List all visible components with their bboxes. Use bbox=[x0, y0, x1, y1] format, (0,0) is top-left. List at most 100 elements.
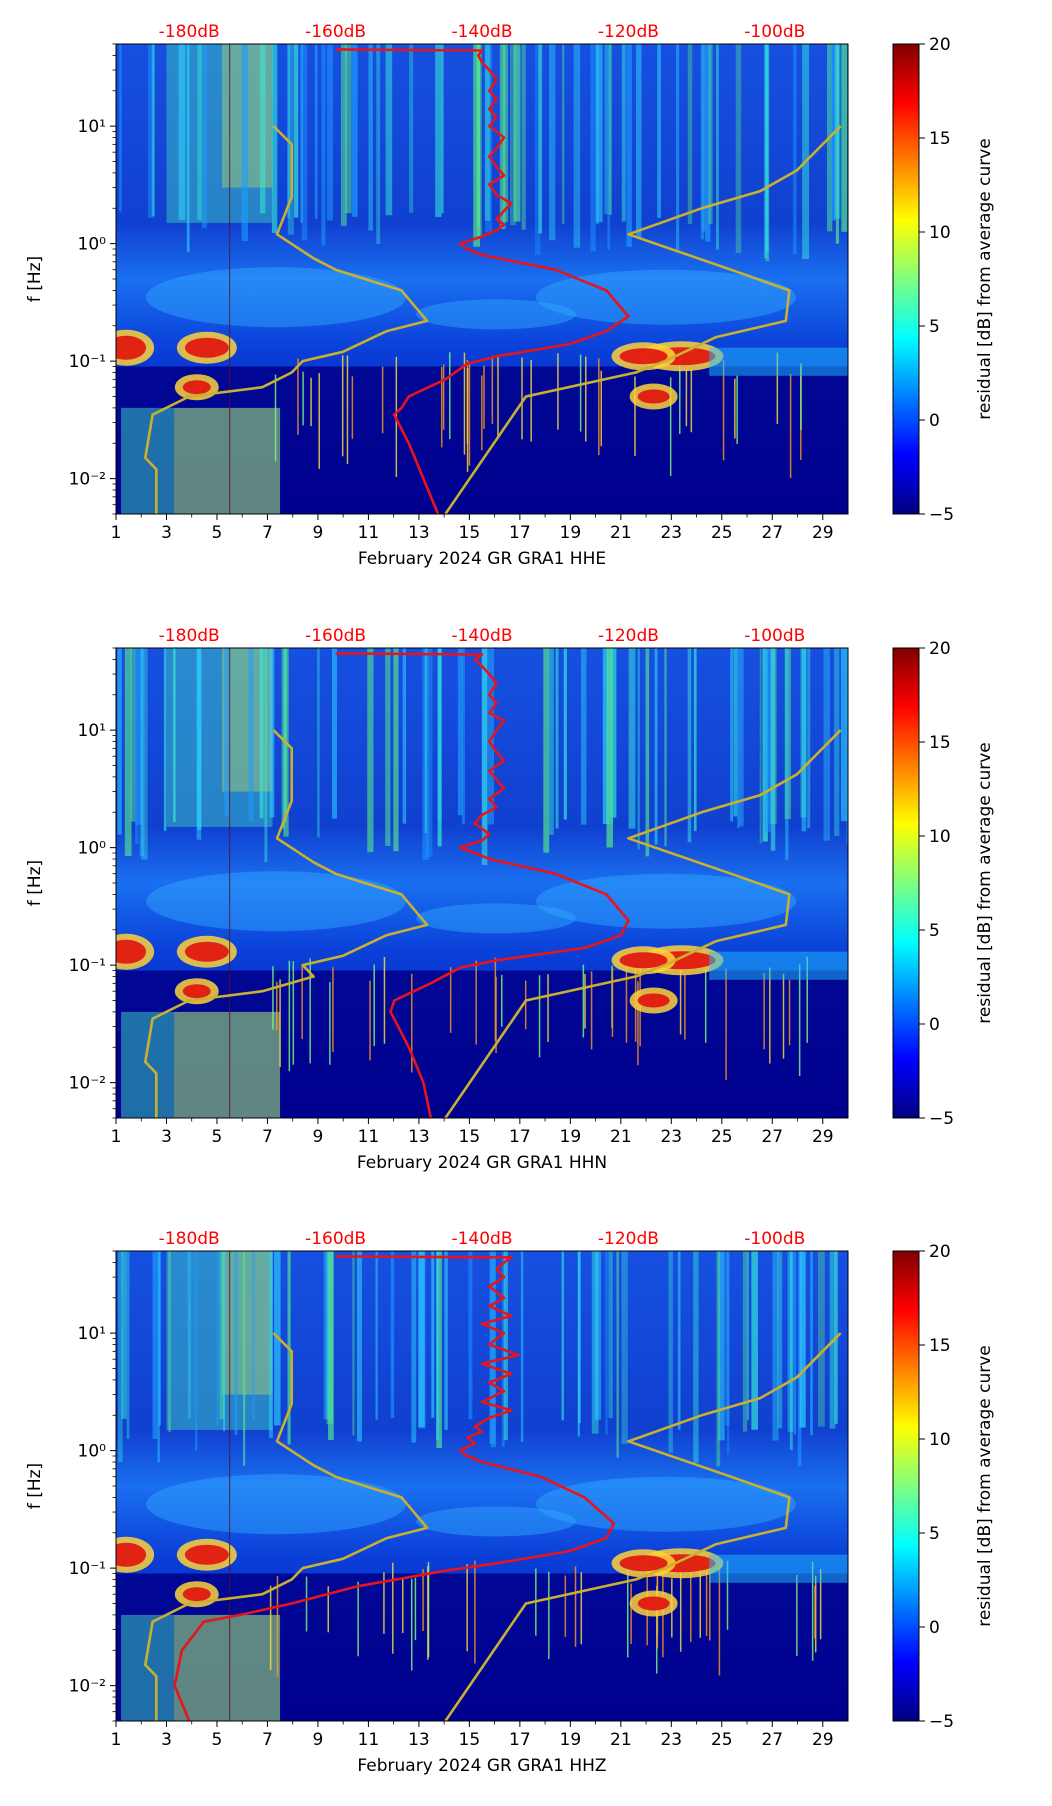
striation bbox=[468, 1251, 473, 1420]
striation bbox=[178, 44, 186, 220]
striation bbox=[473, 44, 481, 247]
striation bbox=[201, 44, 207, 228]
striation bbox=[385, 44, 393, 216]
striation bbox=[739, 648, 744, 827]
top-db-tick-label: -100dB bbox=[744, 626, 805, 646]
spike bbox=[481, 375, 483, 451]
haze bbox=[536, 1476, 796, 1532]
striation bbox=[801, 648, 807, 832]
striation bbox=[677, 1251, 681, 1430]
striation bbox=[708, 44, 713, 225]
spike bbox=[679, 359, 681, 435]
spike bbox=[414, 1577, 417, 1641]
y-tick-label: 10¹ bbox=[78, 117, 106, 137]
striation bbox=[687, 44, 693, 225]
striation bbox=[534, 44, 541, 255]
striation bbox=[593, 1251, 597, 1421]
noise-model-curve bbox=[444, 125, 842, 514]
average-psd-curve bbox=[335, 652, 630, 1118]
colorbar-tick-label: 5 bbox=[929, 1524, 940, 1544]
y-tick-label: 10⁻¹ bbox=[69, 956, 106, 976]
y-axis-label: f [Hz] bbox=[25, 860, 45, 906]
top-db-tick-label: -180dB bbox=[159, 1229, 220, 1249]
x-tick-label: 9 bbox=[313, 1127, 324, 1147]
striation bbox=[431, 1251, 435, 1418]
spike bbox=[410, 1578, 413, 1671]
noise-model-curve bbox=[444, 1332, 842, 1721]
microseism-blob bbox=[637, 993, 670, 1008]
x-tick-label: 21 bbox=[610, 523, 632, 543]
striation bbox=[482, 648, 488, 833]
spike bbox=[463, 352, 466, 455]
colorbar-label: residual [dB] from average curve bbox=[975, 742, 995, 1023]
spike bbox=[769, 967, 771, 1064]
striation bbox=[637, 648, 640, 850]
striation bbox=[726, 1251, 730, 1455]
striation bbox=[549, 44, 556, 241]
striation bbox=[345, 44, 352, 214]
x-tick-label: 7 bbox=[262, 1127, 273, 1147]
x-tick-label: 23 bbox=[660, 1730, 682, 1750]
striation bbox=[418, 1251, 425, 1428]
striation bbox=[800, 648, 807, 818]
striation bbox=[676, 44, 680, 250]
x-tick-label: 5 bbox=[212, 1127, 223, 1147]
striation bbox=[807, 648, 811, 829]
spike bbox=[272, 966, 274, 1030]
spike bbox=[637, 981, 639, 1066]
striation bbox=[152, 1251, 158, 1440]
x-tick-label: 19 bbox=[560, 1127, 582, 1147]
x-tick-label: 17 bbox=[509, 1730, 531, 1750]
microseism-blob bbox=[182, 1587, 211, 1602]
spike bbox=[685, 369, 688, 427]
spectrogram bbox=[116, 1251, 848, 1721]
y-tick-label: 10⁻² bbox=[69, 470, 106, 490]
spike bbox=[288, 960, 291, 1072]
spike bbox=[369, 980, 371, 1061]
striation bbox=[197, 648, 202, 831]
colorbar-gradient bbox=[892, 43, 920, 515]
striation bbox=[376, 44, 381, 244]
striation bbox=[187, 1251, 192, 1420]
x-tick-label: 29 bbox=[812, 1127, 834, 1147]
striation bbox=[243, 1251, 246, 1466]
microseism-blob bbox=[116, 939, 147, 964]
striation bbox=[765, 648, 771, 833]
spike bbox=[329, 982, 331, 1065]
striation bbox=[484, 44, 491, 221]
spike bbox=[718, 1563, 721, 1676]
x-tick-label: 19 bbox=[560, 1730, 582, 1750]
striation bbox=[248, 648, 254, 822]
x-tick-label: 23 bbox=[660, 1127, 682, 1147]
spike bbox=[600, 370, 602, 447]
spike bbox=[796, 1574, 798, 1657]
striation bbox=[151, 44, 155, 216]
top-db-tick-label: -120dB bbox=[598, 22, 659, 42]
spike bbox=[584, 974, 586, 1029]
noise-model-curve bbox=[144, 125, 429, 514]
striation bbox=[367, 648, 374, 853]
average-psd-curve bbox=[335, 48, 630, 514]
striation bbox=[260, 44, 266, 214]
microseism-blob bbox=[637, 389, 670, 404]
striation bbox=[402, 648, 407, 824]
striation bbox=[605, 1251, 608, 1436]
striation bbox=[636, 44, 642, 238]
striation bbox=[393, 648, 399, 852]
spike bbox=[590, 971, 593, 1050]
striation bbox=[287, 44, 294, 235]
striation bbox=[390, 1251, 395, 1419]
spike bbox=[530, 359, 532, 442]
spike bbox=[814, 1575, 817, 1653]
spike bbox=[547, 974, 549, 1042]
striation bbox=[422, 648, 429, 860]
high-freq-block bbox=[222, 648, 273, 792]
spike bbox=[466, 368, 469, 472]
striation bbox=[608, 44, 612, 215]
x-tick-label: 9 bbox=[313, 523, 324, 543]
spike bbox=[538, 975, 541, 1058]
x-tick-label: 5 bbox=[212, 523, 223, 543]
x-tick-label: 29 bbox=[812, 1730, 834, 1750]
striation bbox=[411, 1251, 417, 1443]
microseism-blob bbox=[116, 1542, 147, 1567]
